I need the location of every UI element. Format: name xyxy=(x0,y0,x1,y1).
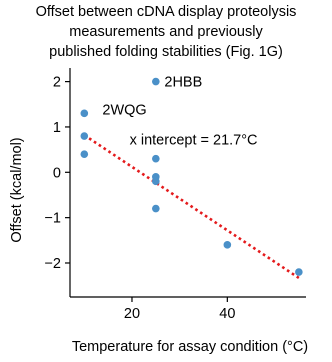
y-tick-label: 2 xyxy=(53,75,61,91)
data-point xyxy=(152,177,160,186)
x-tick-label: 20 xyxy=(124,306,140,322)
annotation-label: 2WQG xyxy=(102,103,146,119)
fit-line-group xyxy=(83,134,300,280)
data-point xyxy=(152,154,160,163)
data-point xyxy=(152,77,160,86)
data-point xyxy=(80,109,89,118)
data-point xyxy=(80,150,89,158)
data-point xyxy=(223,241,232,249)
y-tick-label: −2 xyxy=(44,256,61,272)
chart-title-line-2: measurements and previously xyxy=(69,24,263,40)
y-tick-label: −1 xyxy=(44,211,61,227)
data-point xyxy=(295,268,303,276)
x-axis-label: Temperature for assay condition (°C) xyxy=(72,339,308,355)
annotation-label: x intercept = 21.7°C xyxy=(130,133,258,149)
data-points xyxy=(80,77,303,276)
data-point xyxy=(80,132,89,140)
data-point xyxy=(152,204,160,213)
chart-title-line-1: Offset between cDNA display proteolysis xyxy=(35,4,297,20)
axes: 20 40 2 1 0 −1 −2 xyxy=(44,68,306,322)
fit-line xyxy=(83,134,300,280)
y-tick-label: 1 xyxy=(53,120,61,136)
y-tick-label: 0 xyxy=(53,165,61,181)
x-tick-label: 40 xyxy=(219,306,235,322)
annotation-label: 2HBB xyxy=(164,75,202,91)
chart-title-line-3: published folding stabilities (Fig. 1G) xyxy=(49,44,283,60)
annotations: 2HBB 2WQG x intercept = 21.7°C xyxy=(102,75,257,149)
y-axis-label: Offset (kcal/mol) xyxy=(9,137,25,242)
